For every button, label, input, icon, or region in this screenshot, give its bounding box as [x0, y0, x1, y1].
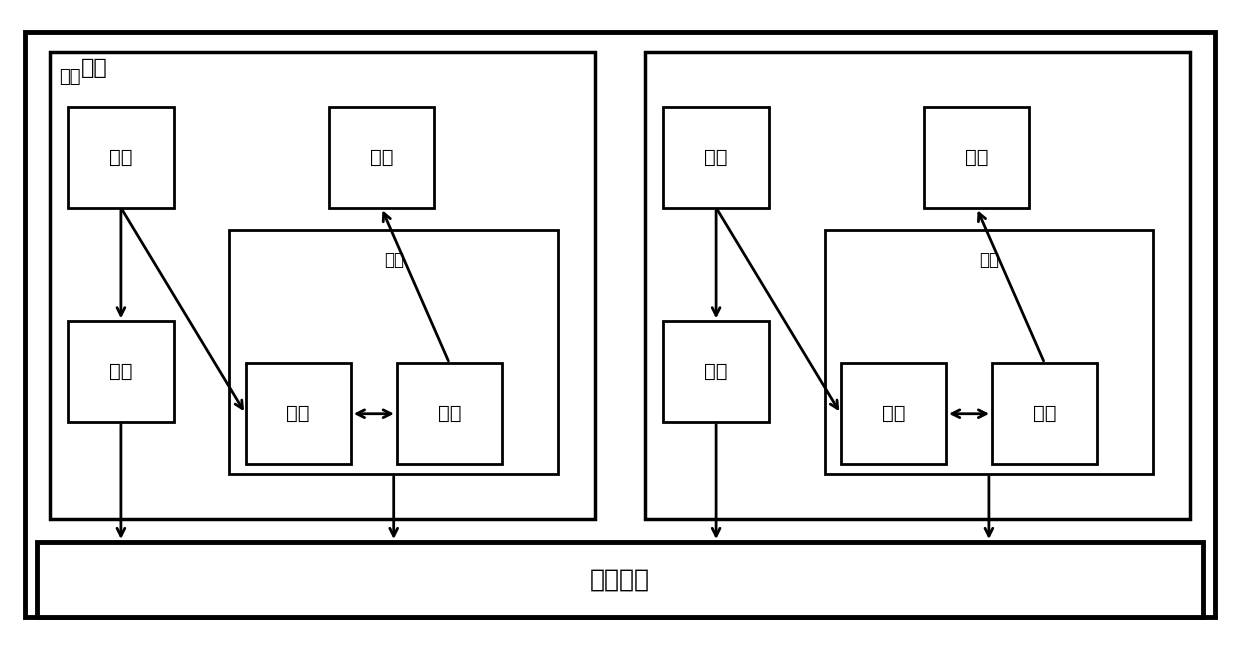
Bar: [246, 363, 351, 464]
Bar: [229, 230, 558, 474]
Text: 任务: 任务: [704, 148, 728, 167]
Bar: [663, 321, 769, 422]
Text: 程序: 程序: [978, 251, 999, 269]
Text: 程序: 程序: [383, 251, 404, 269]
Bar: [37, 542, 1203, 617]
Text: 配置: 配置: [81, 58, 108, 79]
Text: 任务: 任务: [438, 404, 461, 423]
Bar: [841, 363, 946, 464]
Bar: [50, 52, 595, 519]
Text: 访问路径: 访问路径: [590, 567, 650, 591]
Text: 任务: 任务: [965, 148, 988, 167]
Text: 任务: 任务: [286, 404, 310, 423]
Text: 任务: 任务: [704, 362, 728, 381]
Text: 程序: 程序: [109, 362, 133, 381]
Bar: [924, 107, 1029, 208]
Bar: [825, 230, 1153, 474]
Text: 任务: 任务: [1033, 404, 1056, 423]
Bar: [663, 107, 769, 208]
Text: 资源: 资源: [60, 68, 81, 86]
Bar: [992, 363, 1097, 464]
Bar: [645, 52, 1190, 519]
Bar: [68, 321, 174, 422]
Text: 任务: 任务: [370, 148, 393, 167]
Bar: [68, 107, 174, 208]
Bar: [329, 107, 434, 208]
Bar: [397, 363, 502, 464]
Text: 任务: 任务: [109, 148, 133, 167]
Text: 任务: 任务: [882, 404, 905, 423]
